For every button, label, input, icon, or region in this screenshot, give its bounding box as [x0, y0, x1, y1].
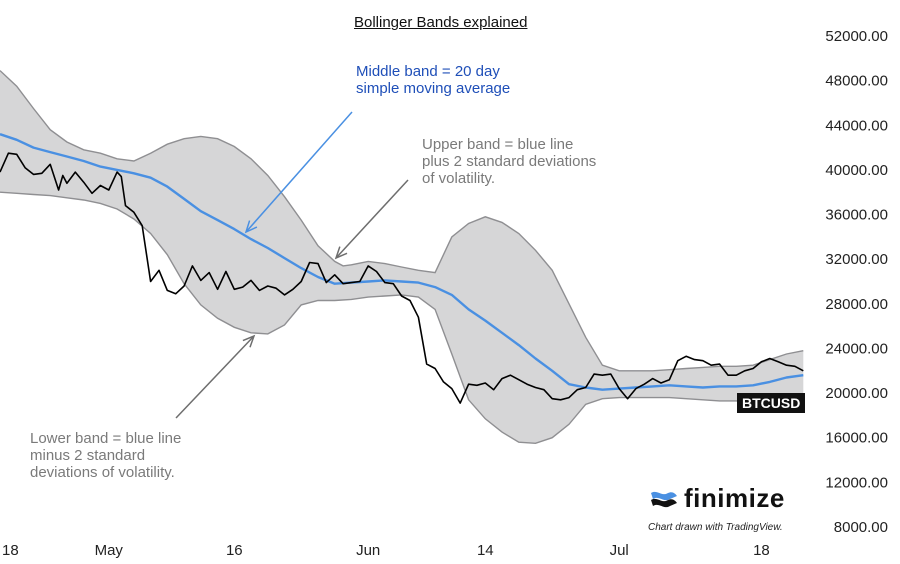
y-axis-labels: 52000.00 48000.00 44000.00 40000.00 36000.00… — [825, 28, 888, 536]
middle-band-arrow-head — [244, 220, 258, 234]
finimize-logo-icon — [651, 491, 677, 508]
y-tick-label: 48000.00 — [825, 73, 888, 90]
y-tick-label: 28000.00 — [825, 296, 888, 313]
tradingview-credit: Chart drawn with TradingView. — [648, 522, 783, 533]
middle-band-arrow — [244, 111, 353, 234]
line-layer — [0, 133, 804, 404]
upper-band-arrow-shaft — [335, 179, 409, 259]
middle-annotation-line-2: simple moving average — [356, 80, 511, 97]
y-tick-label: 8000.00 — [834, 519, 888, 536]
x-axis-labels: 18 May 16 Jun 14 Jul 18 — [2, 542, 770, 559]
middle-band-annotation: Middle band = 20 day simple moving avera… — [356, 63, 510, 97]
y-tick-label: 40000.00 — [825, 162, 888, 179]
y-tick-label: 24000.00 — [825, 340, 888, 357]
finimize-wordmark: finimize — [684, 483, 785, 513]
x-tick-label: Jul — [610, 542, 629, 559]
upper-band-arrow-head — [334, 246, 348, 260]
middle-annotation-line-1: Middle band = 20 day — [356, 63, 500, 80]
upper-annotation-line-1: Upper band = blue line — [422, 136, 574, 153]
y-tick-label: 12000.00 — [825, 474, 888, 491]
ticker-badge: BTCUSD — [737, 393, 806, 413]
lower-band-annotation: Lower band = blue line minus 2 standard … — [30, 430, 181, 481]
x-tick-label: 16 — [226, 542, 243, 559]
upper-band-line — [0, 70, 804, 372]
x-tick-label: 18 — [2, 542, 19, 559]
btcusd-price-line — [0, 152, 804, 404]
band-layer — [0, 70, 804, 445]
y-tick-label: 52000.00 — [825, 28, 888, 45]
band-area — [0, 70, 804, 444]
y-tick-label: 44000.00 — [825, 117, 888, 134]
x-tick-label: May — [95, 542, 124, 559]
x-tick-label: 14 — [477, 542, 494, 559]
y-tick-label: 32000.00 — [825, 251, 888, 268]
y-tick-label: 20000.00 — [825, 385, 888, 402]
x-tick-label: Jun — [356, 542, 380, 559]
lower-band-arrow-head — [242, 334, 256, 348]
x-tick-label: 18 — [753, 542, 770, 559]
lower-band-arrow — [175, 334, 256, 419]
lower-band-arrow-shaft — [175, 335, 255, 419]
y-tick-label: 16000.00 — [825, 430, 888, 447]
y-tick-label: 36000.00 — [825, 207, 888, 224]
upper-annotation-line-2: plus 2 standard deviations — [422, 153, 597, 170]
middle-band-arrow-shaft — [245, 111, 353, 233]
lower-annotation-line-2: minus 2 standard — [30, 447, 146, 464]
upper-band-annotation: Upper band = blue line plus 2 standard d… — [422, 136, 596, 187]
chart-title: Bollinger Bands explained — [354, 14, 528, 31]
upper-annotation-line-3: of volatility. — [422, 170, 496, 187]
middle-band-line — [0, 133, 804, 391]
lower-annotation-line-3: deviations of volatility. — [30, 464, 175, 481]
arrow-layer — [175, 111, 409, 419]
lower-band-line — [0, 191, 804, 445]
upper-band-arrow — [334, 179, 409, 260]
lower-annotation-line-1: Lower band = blue line — [30, 430, 182, 447]
